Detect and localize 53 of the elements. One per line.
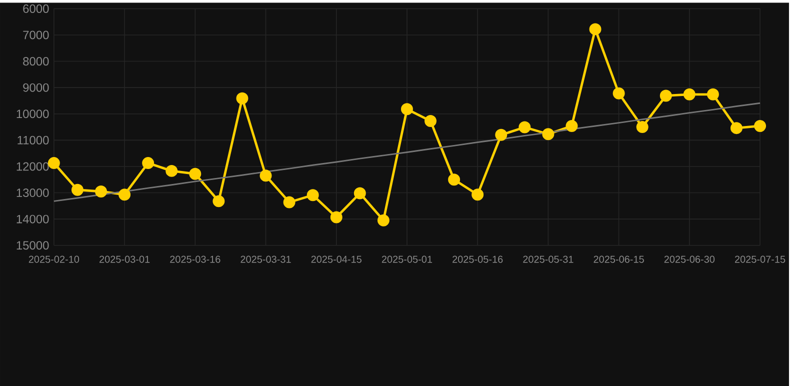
- y-tick-label: 11000: [18, 136, 49, 144]
- point: [706, 88, 719, 100]
- point: [612, 87, 625, 100]
- y-tick-label: 10000: [16, 110, 49, 118]
- y-tick-label: 6000: [23, 4, 49, 13]
- point: [542, 128, 554, 140]
- point: [142, 156, 154, 169]
- point: [330, 211, 342, 224]
- y-tick-label: 13000: [16, 188, 49, 197]
- x-tick-label: 2025-05-16: [452, 256, 503, 263]
- y-tick-label: 12000: [16, 162, 49, 171]
- y-tick-label: 8000: [23, 56, 49, 66]
- point: [260, 170, 272, 182]
- x-tick-label: 2025-05-01: [382, 256, 432, 263]
- x-tick-label: 2025-05-31: [523, 256, 574, 263]
- x-tick-label: 2025-06-30: [664, 256, 715, 263]
- point: [636, 120, 648, 133]
- point: [377, 214, 390, 226]
- point: [589, 23, 602, 36]
- point: [400, 103, 413, 116]
- x-tick-label: 2025-03-01: [100, 256, 150, 263]
- point: [118, 188, 131, 201]
- x-tick-label: 2025-03-31: [240, 256, 291, 263]
- point: [283, 196, 296, 208]
- point: [166, 164, 178, 177]
- y-tick-label: 15000: [16, 241, 49, 250]
- point: [354, 187, 366, 200]
- point: [448, 174, 460, 186]
- y-tick-label: 9000: [23, 83, 49, 92]
- point: [95, 185, 107, 198]
- point: [189, 168, 202, 180]
- point: [754, 120, 766, 132]
- x-tick-label: 2025-07-15: [734, 256, 786, 263]
- x-tick-label: 2025-06-15: [594, 256, 644, 263]
- point: [48, 156, 60, 169]
- point: [660, 90, 672, 102]
- point: [566, 120, 578, 132]
- point: [212, 195, 225, 208]
- point: [683, 88, 696, 100]
- point: [472, 188, 484, 201]
- point: [424, 114, 437, 127]
- point: [518, 121, 531, 134]
- point: [306, 189, 319, 202]
- x-tick-label: 2025-03-16: [170, 256, 220, 263]
- point: [730, 122, 742, 134]
- x-tick-label: 2025-04-15: [311, 256, 362, 263]
- y-tick-label: 7000: [23, 30, 49, 40]
- y-tick-label: 14000: [16, 214, 49, 224]
- line-series: [53, 102, 761, 202]
- point: [236, 92, 248, 104]
- point: [495, 128, 508, 141]
- point: [71, 184, 84, 196]
- x-tick-label: 2025-02-10: [28, 256, 80, 263]
